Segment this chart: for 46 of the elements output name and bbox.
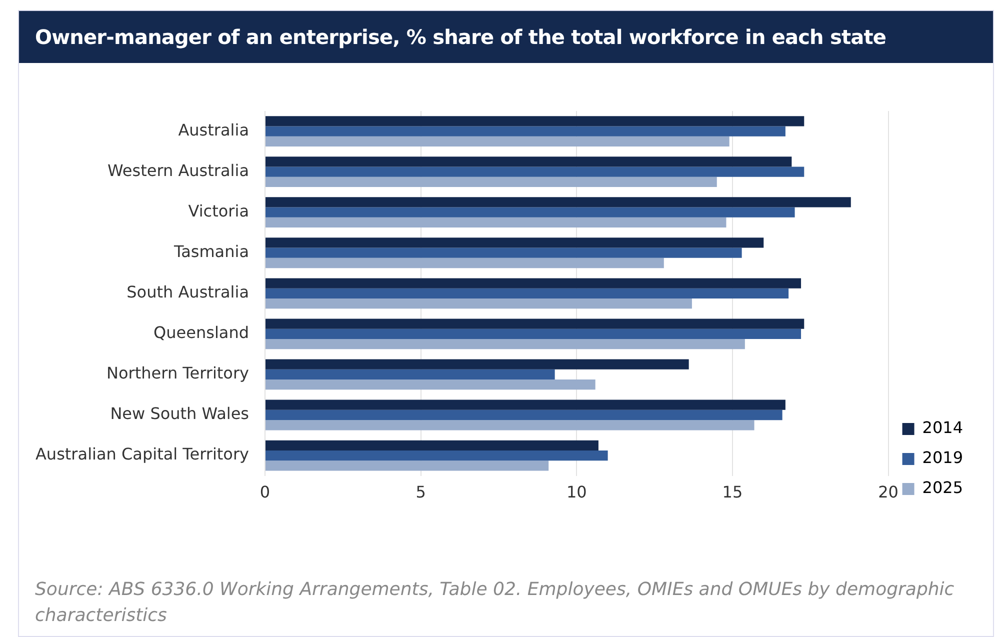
bar [266, 460, 549, 471]
bar [266, 278, 802, 288]
x-tick-label: 20 [878, 482, 898, 502]
bar [266, 116, 804, 126]
bar [266, 207, 795, 218]
y-tick-label: Tasmania [172, 242, 249, 262]
bar [266, 248, 742, 258]
bar [266, 450, 608, 461]
bar [266, 400, 786, 410]
bar [266, 420, 754, 430]
bar [266, 288, 789, 298]
bar [266, 238, 764, 248]
bar [266, 197, 851, 208]
legend-label: 2014 [922, 418, 963, 438]
bar [266, 298, 692, 309]
bar [266, 339, 745, 350]
chart-title: Owner-manager of an enterprise, % share of the total workforce in each state [19, 11, 993, 63]
legend-label: 2019 [922, 448, 963, 468]
source-note: Source: ABS 6336.0 Working Arrangements, Table 02. Employees, OMIEs and OMUEs by demographic characteristics [35, 578, 956, 628]
y-tick-label: Queensland [154, 323, 249, 342]
bar [266, 136, 730, 146]
bar [266, 166, 804, 177]
bar [266, 217, 726, 228]
bar [266, 126, 786, 136]
bar [266, 176, 717, 187]
y-tick-label: South Australia [126, 282, 249, 302]
bar [266, 369, 555, 380]
bar [266, 328, 802, 339]
bar [266, 410, 782, 420]
legend-label: 2025 [922, 478, 963, 498]
y-tick-label: Australian Capital Territory [35, 444, 249, 464]
x-tick-label: 15 [722, 482, 743, 502]
bar [266, 440, 598, 450]
x-tick-label: 10 [566, 482, 587, 502]
y-tick-label: Northern Territory [106, 364, 249, 383]
bar [266, 156, 792, 167]
bar [266, 359, 689, 370]
y-tick-label: New South Wales [110, 404, 249, 424]
y-tick-label: Australia [178, 120, 249, 140]
bar [266, 380, 596, 390]
bar [266, 258, 664, 268]
bar [266, 318, 804, 329]
x-tick-label: 5 [416, 482, 426, 502]
x-tick-label: 0 [260, 482, 270, 502]
y-tick-label: Victoria [188, 201, 249, 220]
y-tick-label: Western Australia [108, 160, 249, 180]
